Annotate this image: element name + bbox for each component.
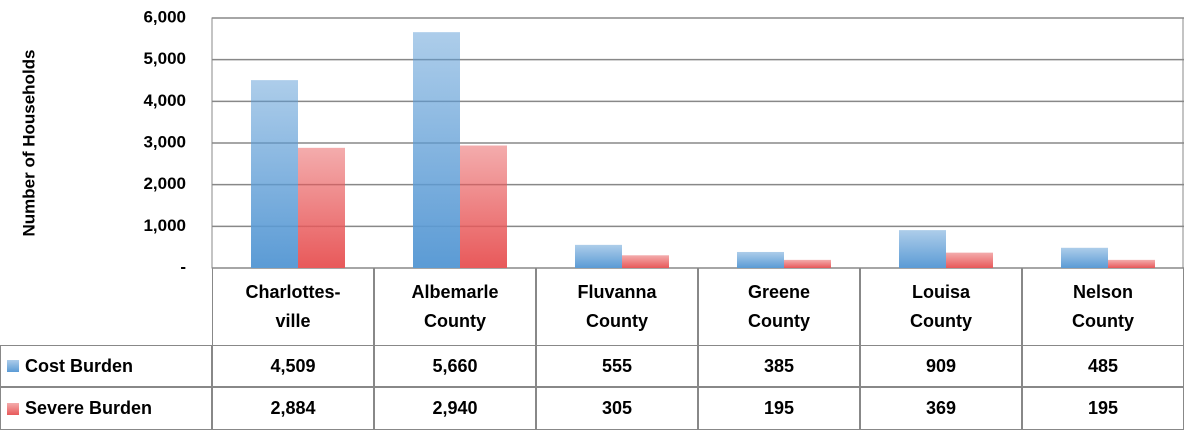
category-label: Albemarle County — [374, 268, 536, 345]
legend-label: Cost Burden — [25, 355, 133, 376]
data-label: 485 — [1022, 345, 1184, 387]
bar — [1108, 259, 1155, 268]
category-label: Louisa County — [860, 268, 1022, 345]
bar — [784, 259, 831, 268]
category-label: Nelson County — [1022, 268, 1184, 345]
data-label: 369 — [860, 387, 1022, 430]
data-label: 555 — [536, 345, 698, 387]
bar — [413, 32, 460, 268]
data-label: 909 — [860, 345, 1022, 387]
y-axis-label: Number of Households — [19, 49, 38, 236]
y-tick-label: 2,000 — [143, 174, 186, 193]
data-label: 195 — [1022, 387, 1184, 430]
data-label: 195 — [698, 387, 860, 430]
bar — [298, 147, 345, 268]
bar — [1061, 247, 1108, 268]
category-label: Fluvanna County — [536, 268, 698, 345]
legend-entry: Severe Burden — [0, 387, 212, 430]
y-tick-label: 3,000 — [143, 132, 186, 151]
y-tick-label: - — [180, 257, 186, 276]
bar — [899, 230, 946, 268]
legend-key — [7, 402, 19, 415]
category-label: Greene County — [698, 268, 860, 345]
bar — [622, 255, 669, 268]
y-tick-label: 4,000 — [143, 91, 186, 110]
data-label: 4,509 — [212, 345, 374, 387]
bar — [460, 145, 507, 268]
y-tick-label: 6,000 — [143, 7, 186, 26]
data-label: 2,884 — [212, 387, 374, 430]
y-tick-label: 1,000 — [143, 216, 186, 235]
data-label: 2,940 — [374, 387, 536, 430]
y-tick-label: 5,000 — [143, 49, 186, 68]
legend-key — [7, 360, 19, 372]
bar — [946, 252, 993, 268]
legend-label: Severe Burden — [25, 398, 153, 418]
data-label: 5,660 — [374, 345, 536, 387]
bar — [575, 244, 622, 268]
data-label: 305 — [536, 387, 698, 430]
data-label: 385 — [698, 345, 860, 387]
category-label: Charlottes- ville — [212, 268, 374, 345]
bar — [251, 80, 298, 268]
legend-entry: Cost Burden — [0, 345, 212, 387]
bar — [737, 251, 784, 268]
